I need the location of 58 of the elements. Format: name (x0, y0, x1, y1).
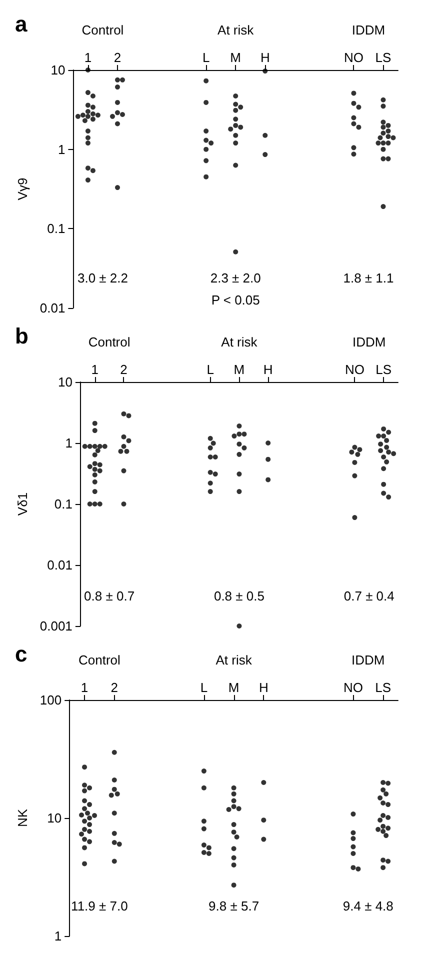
chart-title: a (15, 12, 28, 36)
x-tick-label: LS (375, 50, 392, 65)
text: Control (88, 334, 130, 350)
x-tick-label: L (200, 680, 208, 695)
x-tick-label: H (258, 680, 268, 695)
x-tick-label: LS (376, 362, 392, 377)
x-tick-label: 2 (114, 50, 122, 65)
x-tick-label: 1 (84, 50, 92, 65)
x-tick-label: NO (344, 50, 364, 65)
y-tick-label: 0.01 (40, 300, 66, 316)
x-tick-label: 2 (110, 680, 118, 695)
annotation: 3.0 ± 2.2 (77, 270, 128, 286)
y-tick-label: 10 (47, 810, 62, 826)
x-tick-label: M (234, 362, 245, 377)
text: Control (78, 652, 121, 668)
annotation: 2.3 ± 2.0 (210, 270, 261, 286)
text: At risk (218, 22, 254, 38)
x-tick-label: H (263, 362, 273, 377)
x-tick-label: L (206, 362, 214, 377)
x-tick-label: L (202, 50, 210, 65)
x-tick-label: LS (375, 680, 392, 695)
x-tick-label: M (230, 50, 242, 65)
y-tick-label: 1 (58, 142, 66, 157)
y-tick-label: 10 (58, 374, 72, 390)
text: IDDM (352, 652, 385, 668)
y-tick-label: 100 (40, 692, 62, 708)
y-tick-label: 1 (54, 928, 62, 944)
text: IDDM (352, 22, 386, 38)
annotation: 9.8 ± 5.7 (208, 898, 260, 914)
x-tick-label: 2 (120, 362, 128, 377)
y-tick-label: 1 (65, 436, 72, 450)
annotation: 1.8 ± 1.1 (343, 270, 394, 286)
y-tick-label: 0.001 (40, 618, 72, 634)
x-tick-label: 1 (80, 680, 88, 695)
chart-title: b (15, 324, 28, 348)
x-tick-label: H (260, 50, 270, 65)
x-tick-label: NO (344, 362, 364, 377)
annotation: 9.4 ± 4.8 (342, 898, 394, 914)
annotation: P < 0.05 (211, 292, 260, 308)
text: IDDM (352, 334, 386, 350)
y-tick-label: 0.1 (47, 221, 66, 236)
annotation: 0.7 ± 0.4 (344, 588, 394, 604)
y-axis-title: Vγ9 (15, 178, 30, 200)
text: At risk (216, 652, 252, 668)
text: Control (82, 22, 124, 38)
annotation: 11.9 ± 7.0 (71, 898, 128, 914)
x-tick-label: NO (343, 680, 363, 695)
y-axis-title: NK (15, 808, 30, 828)
chart-title: c (15, 642, 28, 666)
text: At risk (221, 334, 258, 350)
y-tick-label: 10 (50, 62, 66, 78)
y-axis-title: Vδ1 (15, 492, 30, 516)
x-tick-label: M (228, 680, 240, 695)
y-tick-label: 0.1 (54, 496, 72, 512)
annotation: 0.8 ± 0.5 (214, 588, 264, 604)
y-tick-label: 0.01 (47, 558, 72, 572)
annotation: 0.8 ± 0.7 (84, 588, 135, 604)
x-tick-label: 1 (91, 362, 98, 377)
